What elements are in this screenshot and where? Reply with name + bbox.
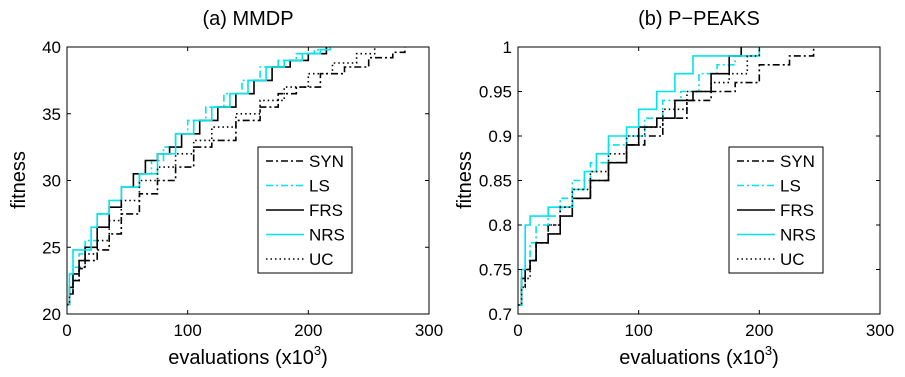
- chart-b-y-tick-label: 0.9: [488, 127, 512, 146]
- chart-a-legend: SYN LS FRS NRS UC: [257, 146, 353, 274]
- chart-b-y-tick-label: 0.75: [479, 261, 512, 280]
- chart-b-y-axis-label: fitness: [454, 151, 476, 209]
- chart-b-y-tick-label: 0.85: [479, 172, 512, 191]
- chart-a-y-axis-label: fitness: [8, 151, 30, 209]
- chart-b-y-tick-label: 1: [503, 38, 512, 57]
- chart-a-y-tick-label: 20: [42, 305, 61, 324]
- chart-b-x-tick-label: 200: [745, 321, 773, 340]
- chart-b: (b) P−PEAKS 0 100 200 300 0.7 0.75 0.8 0.85 0.9 0…: [454, 8, 894, 369]
- chart-a: (a) MMDP 0 100 200 300 20 25 30 35 40 fitness ev…: [8, 8, 443, 369]
- chart-a-legend-label-syn: SYN: [309, 152, 344, 171]
- chart-a-title: (a) MMDP: [202, 8, 293, 30]
- chart-b-x-axis-label: evaluations (x103): [619, 343, 779, 369]
- chart-b-title: (b) P−PEAKS: [638, 8, 760, 30]
- chart-a-legend-label-uc: UC: [309, 250, 334, 269]
- chart-b-y-tick-label: 0.8: [488, 216, 512, 235]
- chart-b-series-frs: [518, 47, 742, 306]
- chart-a-series-ls: [67, 47, 328, 306]
- chart-b-legend-label-syn: SYN: [780, 152, 815, 171]
- chart-b-legend-label-nrs: NRS: [780, 226, 816, 245]
- chart-b-plot-area: [518, 47, 880, 314]
- chart-a-legend-label-nrs: NRS: [309, 226, 345, 245]
- chart-a-x-axis-label-sup: 3: [314, 343, 321, 358]
- chart-a-x-tick-label: 200: [294, 321, 322, 340]
- chart-b-x-tick-label: 300: [866, 321, 894, 340]
- chart-a-y-tick-label: 30: [42, 172, 61, 191]
- chart-b-y-tick-label: 0.7: [488, 305, 512, 324]
- chart-a-x-axis-label: evaluations (x103): [168, 343, 328, 369]
- chart-a-y-tick-label: 25: [42, 238, 61, 257]
- chart-b-x-axis-label-sup: 3: [765, 343, 772, 358]
- chart-b-y-tick-label: 0.95: [479, 83, 512, 102]
- chart-b-legend-label-ls: LS: [780, 177, 801, 196]
- chart-a-legend-label-ls: LS: [309, 177, 330, 196]
- chart-b-x-axis-label-end: ): [772, 347, 779, 369]
- chart-a-x-tick-label: 100: [173, 321, 201, 340]
- chart-a-series-nrs: [67, 47, 331, 306]
- chart-a-x-tick-label: 300: [415, 321, 443, 340]
- chart-b-legend: SYN LS FRS NRS UC: [728, 146, 824, 274]
- chart-b-legend-label-uc: UC: [780, 250, 805, 269]
- chart-b-series-uc: [518, 47, 761, 306]
- chart-a-y-tick-label: 40: [42, 38, 61, 57]
- chart-b-x-axis-label-main: evaluations (x10: [619, 347, 765, 369]
- chart-a-legend-label-frs: FRS: [309, 201, 343, 220]
- chart-a-y-tick-label: 35: [42, 105, 61, 124]
- chart-a-x-axis-label-main: evaluations (x10: [168, 347, 314, 369]
- chart-a-x-tick-label: 0: [62, 321, 71, 340]
- chart-b-legend-label-frs: FRS: [780, 201, 814, 220]
- chart-b-x-tick-label: 100: [624, 321, 652, 340]
- chart-b-series-nrs: [518, 47, 761, 306]
- chart-b-x-tick-label: 0: [513, 321, 522, 340]
- chart-a-x-axis-label-end: ): [321, 347, 328, 369]
